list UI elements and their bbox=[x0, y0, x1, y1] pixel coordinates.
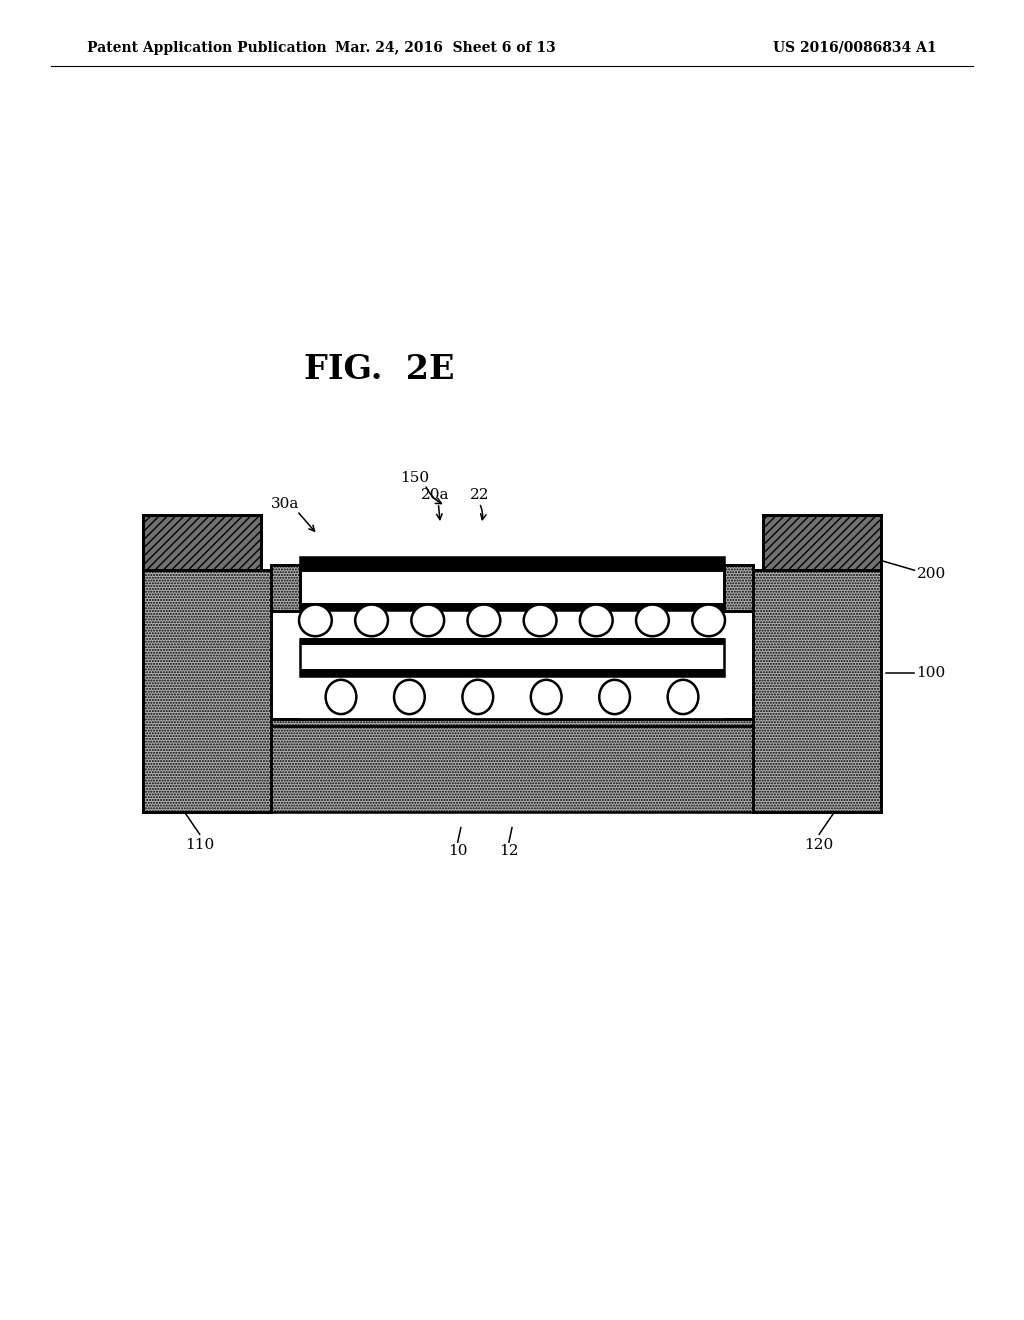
Text: 22: 22 bbox=[469, 488, 489, 502]
Bar bbox=[271, 565, 300, 611]
Text: 10: 10 bbox=[447, 845, 468, 858]
Bar bbox=[753, 570, 881, 812]
Bar bbox=[724, 565, 753, 611]
Ellipse shape bbox=[692, 605, 725, 636]
Text: 12: 12 bbox=[499, 845, 519, 858]
Bar bbox=[300, 638, 724, 645]
Text: 20a: 20a bbox=[421, 488, 450, 502]
Bar bbox=[763, 515, 881, 570]
Bar bbox=[300, 603, 724, 610]
Text: 200: 200 bbox=[916, 568, 946, 581]
Ellipse shape bbox=[463, 680, 494, 714]
Ellipse shape bbox=[326, 680, 356, 714]
Ellipse shape bbox=[668, 680, 698, 714]
Text: 120: 120 bbox=[805, 838, 834, 851]
Ellipse shape bbox=[468, 605, 501, 636]
Bar bbox=[300, 557, 724, 570]
Ellipse shape bbox=[523, 605, 556, 636]
Ellipse shape bbox=[394, 680, 425, 714]
Text: 150: 150 bbox=[400, 471, 429, 484]
Ellipse shape bbox=[412, 605, 444, 636]
Bar bbox=[300, 669, 724, 676]
Text: 110: 110 bbox=[185, 838, 214, 851]
Text: US 2016/0086834 A1: US 2016/0086834 A1 bbox=[773, 41, 937, 54]
Ellipse shape bbox=[599, 680, 630, 714]
Text: Mar. 24, 2016  Sheet 6 of 13: Mar. 24, 2016 Sheet 6 of 13 bbox=[335, 41, 556, 54]
Bar bbox=[300, 639, 724, 676]
Bar bbox=[300, 570, 724, 610]
Ellipse shape bbox=[299, 605, 332, 636]
Ellipse shape bbox=[355, 605, 388, 636]
Bar bbox=[143, 515, 261, 570]
Ellipse shape bbox=[580, 605, 612, 636]
Bar bbox=[300, 611, 724, 719]
Bar bbox=[143, 570, 271, 812]
Ellipse shape bbox=[636, 605, 669, 636]
Text: 30a: 30a bbox=[270, 498, 299, 511]
Text: FIG.  2E: FIG. 2E bbox=[304, 354, 454, 385]
Text: Patent Application Publication: Patent Application Publication bbox=[87, 41, 327, 54]
Ellipse shape bbox=[530, 680, 561, 714]
Text: 100: 100 bbox=[916, 667, 946, 680]
Bar bbox=[271, 719, 753, 812]
